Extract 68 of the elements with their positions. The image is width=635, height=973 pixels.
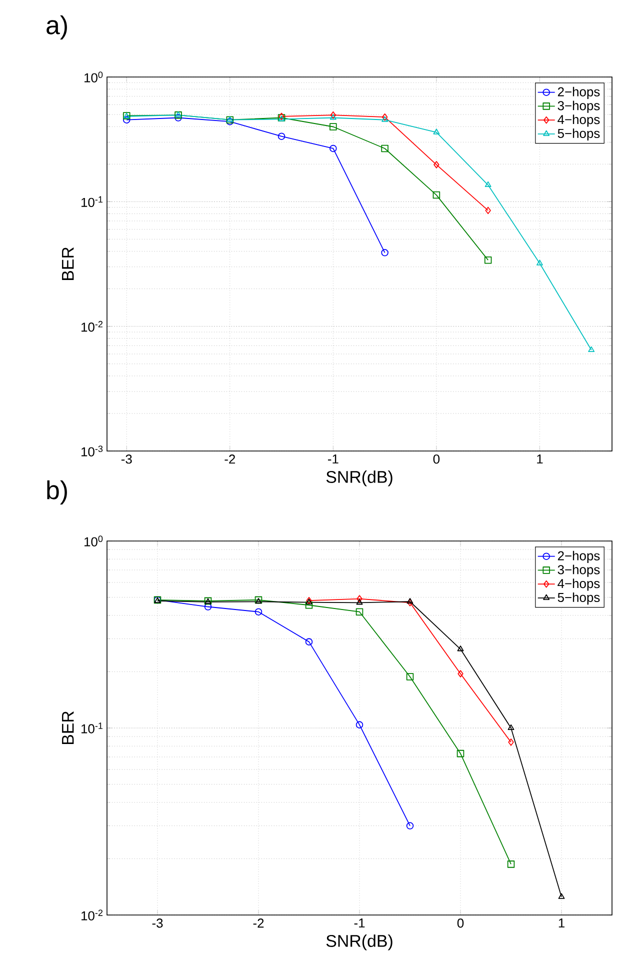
point — [174, 114, 182, 122]
point — [433, 128, 440, 134]
point — [407, 599, 413, 606]
legend-label: 4−hops — [558, 578, 600, 591]
legend-label: 3−hops — [558, 564, 600, 577]
x-tick-label: 1 — [558, 918, 564, 928]
text: a) — [46, 15, 67, 40]
point — [457, 646, 464, 652]
y-axis-title: BER — [62, 247, 74, 280]
x-tick-label: -3 — [121, 454, 132, 464]
point — [508, 724, 514, 730]
point — [305, 638, 313, 646]
y-axis-title: BER — [62, 711, 74, 744]
point — [382, 113, 388, 121]
y-tick-label: 10$^{-1}$ — [82, 722, 103, 734]
x-tick-label: -2 — [224, 454, 235, 464]
point — [254, 608, 262, 616]
x-axis-title: SNR(dB) — [326, 934, 392, 950]
point — [122, 116, 130, 124]
point — [458, 670, 464, 678]
text: b) — [47, 480, 67, 504]
point — [356, 608, 364, 616]
point — [382, 116, 388, 122]
point — [305, 601, 313, 609]
point — [381, 249, 388, 256]
point — [330, 123, 337, 130]
point — [381, 144, 388, 152]
y-tick-label: 10$^{0}$ — [84, 536, 103, 546]
x-tick-label: -2 — [253, 918, 264, 928]
point — [406, 822, 414, 830]
legend-label: 5−hops — [558, 592, 600, 605]
point — [278, 132, 286, 140]
point — [485, 206, 491, 214]
legend-label: 2−hops — [558, 550, 600, 563]
point — [484, 256, 492, 264]
legend-label: 4−hops — [558, 114, 600, 127]
x-tick-label: 0 — [457, 918, 464, 928]
point — [536, 260, 543, 266]
point — [356, 721, 364, 728]
y-tick-label: 10$^{-2}$ — [82, 910, 103, 920]
point — [406, 673, 414, 680]
point — [330, 144, 337, 152]
point — [484, 181, 492, 188]
y-tick-label: 10$^{-1}$ — [82, 196, 103, 208]
point — [456, 750, 464, 758]
point — [330, 114, 336, 120]
point — [507, 860, 515, 868]
point — [434, 161, 440, 168]
x-axis-title: SNR(dB) — [326, 470, 392, 486]
point — [356, 595, 362, 602]
point — [330, 111, 336, 119]
point — [508, 738, 514, 746]
point — [432, 191, 440, 199]
y-tick-label: 10$^{-2}$ — [82, 320, 103, 332]
y-tick-label: 10$^{0}$ — [84, 72, 103, 82]
point — [406, 598, 414, 604]
legend-label: 2−hops — [558, 86, 600, 99]
legend-label: 5−hops — [558, 128, 600, 141]
x-tick-label: -1 — [354, 918, 365, 928]
point — [558, 893, 565, 899]
x-tick-label: 0 — [433, 454, 440, 464]
point — [356, 599, 363, 605]
y-tick-label: 10$^{-3}$ — [82, 446, 103, 456]
legend-label: 3−hops — [558, 100, 600, 113]
x-tick-label: 1 — [537, 454, 543, 464]
x-tick-label: -3 — [152, 918, 163, 928]
x-tick-label: -1 — [328, 454, 338, 464]
point — [588, 346, 595, 352]
